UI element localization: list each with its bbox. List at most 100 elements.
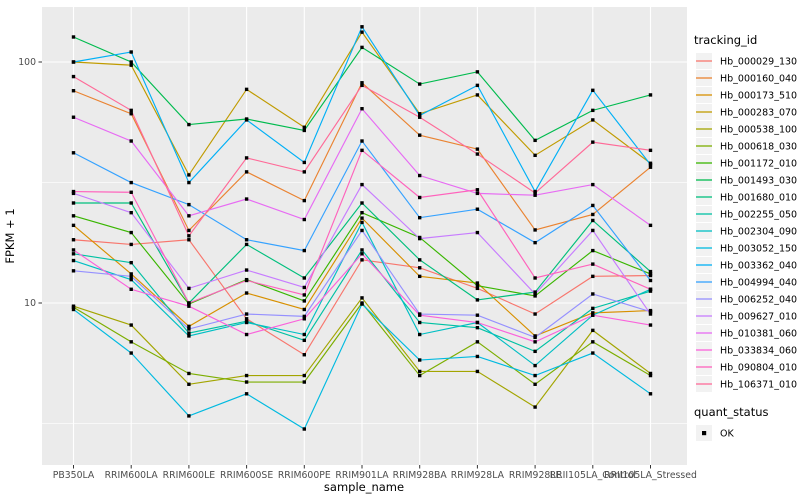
- legend-item: Hb_001493_030: [696, 172, 797, 188]
- legend-item: Hb_000173_510: [696, 87, 797, 103]
- data-point: [475, 207, 480, 211]
- x-tick-label: RRIM901LA: [335, 470, 389, 481]
- y-tick-label: 10: [24, 298, 36, 309]
- legend-item: OK: [696, 425, 734, 441]
- data-point: [244, 118, 249, 122]
- data-point: [475, 286, 480, 291]
- legend-item-label: Hb_003362_040: [720, 260, 797, 271]
- data-point: [129, 272, 133, 276]
- legend-item-label: Hb_001493_030: [720, 175, 797, 186]
- legend-item-label: Hb_001680_010: [720, 192, 797, 203]
- data-point: [302, 373, 306, 378]
- data-point: [533, 382, 537, 386]
- data-point: [71, 60, 76, 64]
- x-tick-label: RRIM928LE: [509, 470, 562, 481]
- data-point: [418, 195, 422, 200]
- data-point: [475, 354, 480, 359]
- data-point: [129, 63, 133, 67]
- data-point: [591, 351, 595, 355]
- x-tick-label: RRIM600LA: [105, 470, 159, 481]
- data-point: [591, 108, 595, 113]
- data-point: [591, 140, 595, 144]
- data-point: [71, 214, 76, 218]
- data-point: [244, 312, 249, 316]
- data-point: [475, 283, 480, 288]
- data-point: [71, 115, 76, 119]
- data-point: [475, 70, 480, 74]
- data-point: [533, 138, 537, 143]
- data-point: [475, 152, 480, 156]
- data-point: [418, 358, 422, 362]
- data-point: [648, 162, 653, 167]
- legend-quant-status: OK: [696, 425, 734, 441]
- data-point: [533, 312, 537, 316]
- data-point: [533, 292, 537, 296]
- data-point: [302, 125, 306, 129]
- data-point: [418, 115, 422, 119]
- data-point: [187, 334, 191, 338]
- data-point: [648, 272, 653, 276]
- data-point: [244, 156, 249, 160]
- data-point: [71, 201, 76, 205]
- data-point: [591, 313, 595, 317]
- x-tick-label: PB350LA: [53, 470, 95, 481]
- legend-item-label: Hb_000029_130: [720, 56, 797, 67]
- data-point: [187, 122, 191, 127]
- legend-item: Hb_000538_100: [696, 121, 797, 137]
- data-point: [475, 325, 480, 330]
- data-point: [475, 369, 480, 374]
- data-point: [302, 160, 306, 165]
- data-point: [475, 147, 480, 151]
- data-point: [71, 35, 76, 39]
- data-point: [187, 324, 191, 329]
- data-point: [187, 180, 191, 185]
- data-point: [71, 248, 76, 252]
- legend-item-label: Hb_010381_060: [720, 328, 797, 339]
- data-point: [360, 258, 364, 262]
- data-point: [244, 197, 249, 201]
- data-point: [360, 25, 364, 29]
- data-point: [648, 287, 653, 291]
- data-point: [244, 87, 249, 92]
- data-point: [187, 238, 191, 242]
- legend-item: Hb_000618_030: [696, 138, 797, 154]
- data-point: [360, 83, 364, 88]
- data-point: [187, 414, 191, 418]
- data-point: [418, 274, 422, 279]
- data-point: [129, 190, 133, 194]
- x-tick-label: RRIM600PE: [278, 470, 331, 481]
- data-point: [591, 228, 595, 233]
- legend-tracking-id: Hb_000029_130 Hb_000160_040 Hb_000173_510 H…: [696, 53, 797, 392]
- data-point: [533, 193, 537, 197]
- data-point: [533, 405, 537, 409]
- data-point: [71, 252, 76, 256]
- data-point: [475, 320, 480, 325]
- data-point: [533, 294, 537, 298]
- legend-item: Hb_001172_010: [696, 155, 797, 171]
- series-layer: [71, 25, 653, 431]
- data-point: [187, 327, 191, 331]
- data-point: [129, 112, 133, 116]
- data-point: [648, 312, 653, 316]
- data-point: [302, 299, 306, 303]
- data-point: [360, 107, 364, 111]
- data-point: [302, 353, 306, 357]
- data-point: [302, 307, 306, 312]
- data-point: [418, 332, 422, 337]
- quant-legend-title: quant_status: [694, 405, 769, 419]
- data-point: [129, 277, 133, 282]
- data-point: [360, 30, 364, 34]
- legend-item: Hb_000160_040: [696, 70, 797, 86]
- legend-item-label: Hb_000173_510: [720, 90, 797, 101]
- data-point: [533, 290, 537, 294]
- data-point: [418, 313, 422, 317]
- data-point: [648, 373, 653, 378]
- legend-item-label: Hb_006252_040: [720, 294, 797, 305]
- data-point: [302, 170, 306, 174]
- data-point: [302, 427, 306, 431]
- data-point: [302, 380, 306, 384]
- data-point: [187, 371, 191, 376]
- legend-item: Hb_002255_050: [696, 206, 797, 222]
- data-point: [360, 139, 364, 143]
- data-point: [187, 382, 191, 386]
